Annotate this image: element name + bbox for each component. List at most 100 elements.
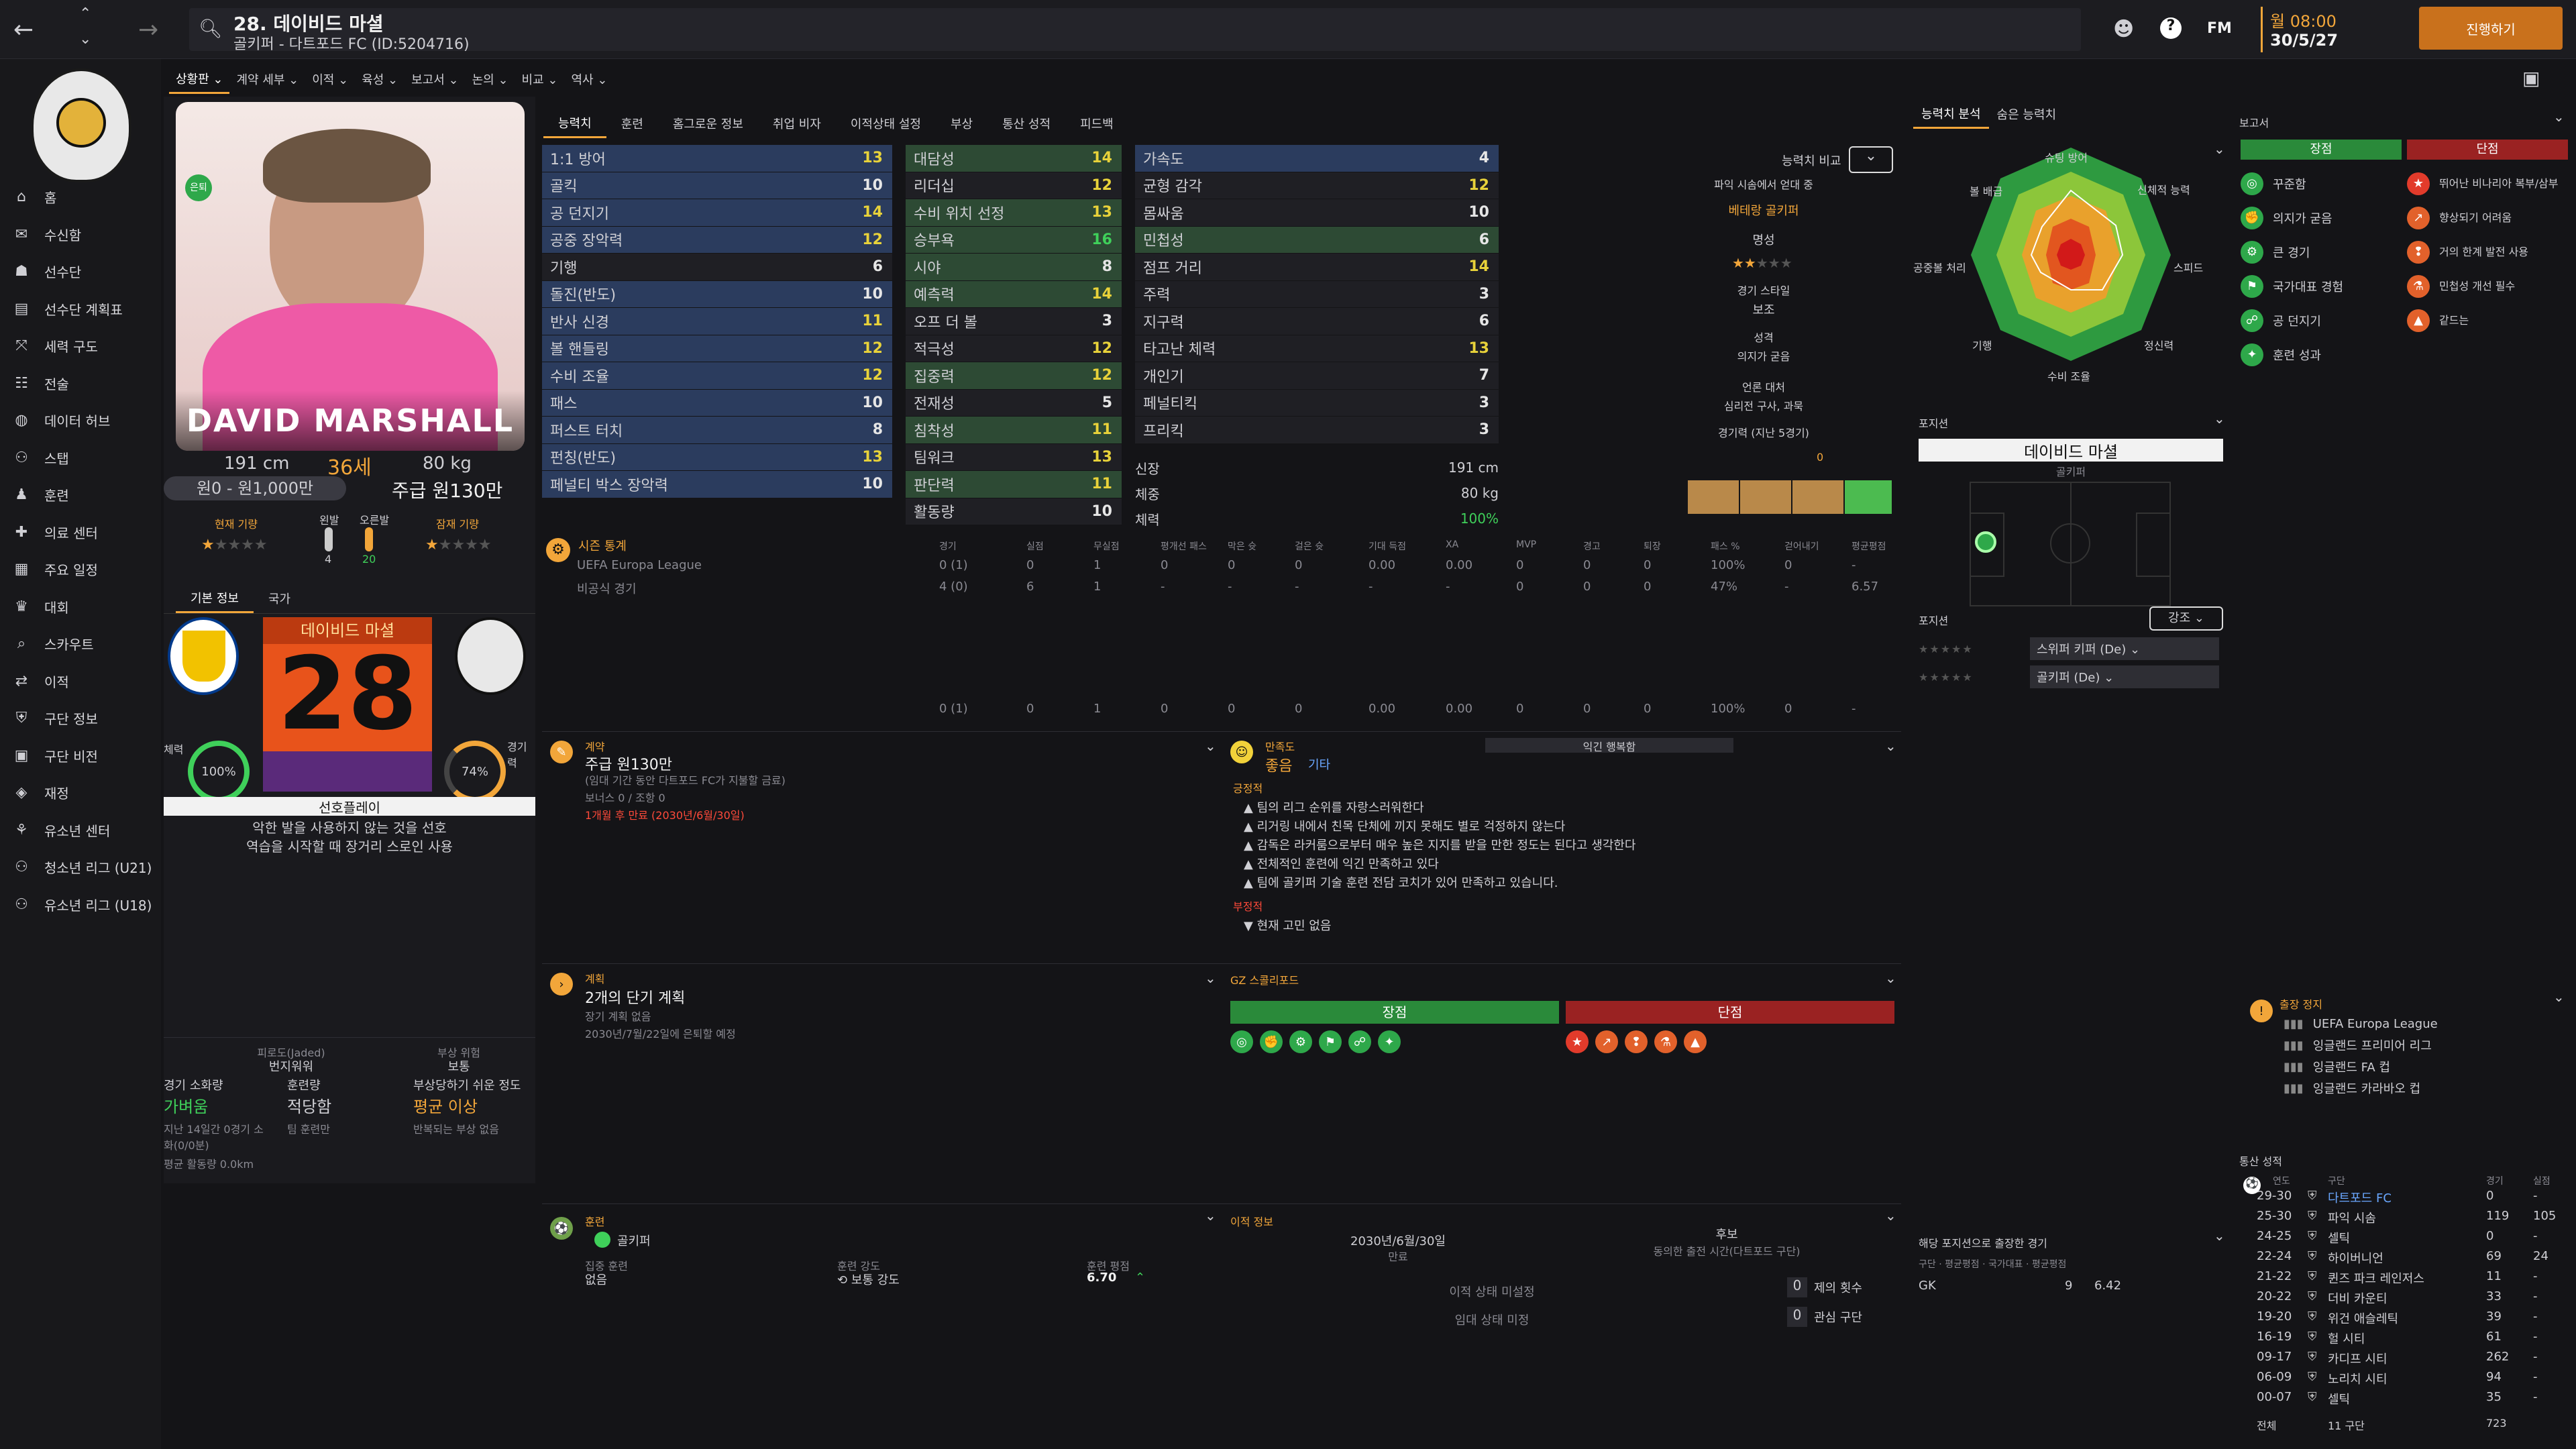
sidebar-item[interactable]: ⚇ 스탭 bbox=[0, 439, 161, 477]
career-row[interactable]: 06-09 ⛨ 노리치 시티 94 - bbox=[2237, 1370, 2569, 1390]
role-dropdown[interactable]: 골키퍼 (De) ⌄ bbox=[2030, 665, 2219, 688]
scout-strength-icon[interactable]: ✊ bbox=[1260, 1030, 1283, 1053]
strength-item[interactable]: ◎ 꾸준함 bbox=[2241, 166, 2402, 201]
sidebar-item[interactable]: ☗ 선수단 bbox=[0, 253, 161, 290]
attribute-row[interactable]: 수비 위치 선정 13 bbox=[906, 199, 1122, 227]
attribute-row[interactable]: 지구력 6 bbox=[1135, 308, 1499, 335]
happiness-chevron-icon[interactable]: ⌄ bbox=[1885, 738, 1896, 754]
season-stats-title[interactable]: 시즌 통계 bbox=[578, 539, 627, 553]
attribute-row[interactable]: 점프 거리 14 bbox=[1135, 254, 1499, 281]
suspension-chevron-icon[interactable]: ⌄ bbox=[2553, 989, 2565, 1005]
attribute-row[interactable]: 시야 8 bbox=[906, 254, 1122, 281]
attribute-row[interactable]: 대담성 14 bbox=[906, 145, 1122, 172]
strength-item[interactable]: ✦ 훈련 성과 bbox=[2241, 337, 2402, 372]
attribute-row[interactable]: 침착성 11 bbox=[906, 417, 1122, 444]
sidebar-item[interactable]: ⤧ 세력 구도 bbox=[0, 327, 161, 365]
attribute-row[interactable]: 퍼스트 터치 8 bbox=[542, 417, 892, 444]
offers-label[interactable]: 제의 횟수 bbox=[1814, 1281, 1862, 1295]
sidebar-item[interactable]: ✚ 의료 센터 bbox=[0, 514, 161, 551]
attribute-row[interactable]: 공중 장악력 12 bbox=[542, 226, 892, 254]
transfer-title[interactable]: 이적 정보 bbox=[1230, 1216, 1273, 1228]
scout-strength-icon[interactable]: ⚙ bbox=[1289, 1030, 1312, 1053]
career-row[interactable]: 21-22 ⛨ 퀸즈 파크 레인저스 11 - bbox=[2237, 1269, 2569, 1289]
scout-strength-icon[interactable]: ☍ bbox=[1348, 1030, 1371, 1053]
attribute-row[interactable]: 적극성 12 bbox=[906, 335, 1122, 362]
contract-title[interactable]: 계약 bbox=[585, 741, 605, 753]
attribute-row[interactable]: 골킥 10 bbox=[542, 172, 892, 199]
fm-logo[interactable]: FM bbox=[2207, 20, 2232, 37]
subnav-item[interactable]: 상황판 ⌄ bbox=[169, 64, 230, 94]
attribute-row[interactable]: 타고난 체력 13 bbox=[1135, 335, 1499, 362]
attribute-row[interactable]: 수비 조율 12 bbox=[542, 362, 892, 390]
plans-title[interactable]: 계획 bbox=[585, 973, 605, 985]
sidebar-item[interactable]: ♛ 대회 bbox=[0, 588, 161, 626]
scout-chevron-icon[interactable]: ⌄ bbox=[1885, 970, 1896, 986]
attribute-row[interactable]: 돌진(반도) 10 bbox=[542, 280, 892, 308]
subnav-item[interactable]: 논의 ⌄ bbox=[472, 73, 508, 87]
suspension-title[interactable]: 출장 정지 bbox=[2279, 998, 2322, 1011]
scout-title[interactable]: GZ 스콜리포드 bbox=[1230, 974, 1299, 987]
sidebar-item[interactable]: ✉ 수신함 bbox=[0, 216, 161, 254]
attribute-row[interactable]: 팀워크 13 bbox=[906, 443, 1122, 471]
scout-weakness-icon[interactable]: ★ bbox=[1566, 1030, 1589, 1053]
attribute-row[interactable]: 균형 감각 12 bbox=[1135, 172, 1499, 199]
subnav-item[interactable]: 비교 ⌄ bbox=[521, 73, 558, 87]
sidebar-item[interactable]: ▣ 구단 비전 bbox=[0, 737, 161, 775]
sidebar-item[interactable]: ▦ 주요 일정 bbox=[0, 551, 161, 588]
scout-strength-icon[interactable]: ✦ bbox=[1378, 1030, 1401, 1053]
career-row[interactable]: 20-22 ⛨ 더비 카운티 33 - bbox=[2237, 1289, 2569, 1309]
subnav-item[interactable]: 역사 ⌄ bbox=[571, 73, 608, 87]
position-marker[interactable] bbox=[1975, 531, 1996, 553]
tab-item[interactable]: 통산 성적 bbox=[1002, 117, 1051, 131]
attribute-row[interactable]: 프리킥 3 bbox=[1135, 417, 1499, 444]
weakness-item[interactable]: ↗ 향상되기 어려움 bbox=[2407, 201, 2568, 235]
sidebar-item[interactable]: ▤ 선수단 계획표 bbox=[0, 290, 161, 328]
nation-crest[interactable] bbox=[168, 617, 239, 695]
career-row[interactable]: 00-07 ⛨ 셀틱 35 - bbox=[2237, 1390, 2569, 1410]
sidebar-item[interactable]: ◍ 데이터 허브 bbox=[0, 402, 161, 439]
tab-item[interactable]: 홈그로운 정보 bbox=[672, 117, 743, 131]
weakness-item[interactable]: ❢ 거의 한계 발전 사용 bbox=[2407, 235, 2568, 269]
subnav-item[interactable]: 이적 ⌄ bbox=[312, 73, 349, 87]
weakness-item[interactable]: ⚗ 민첩성 개선 필수 bbox=[2407, 269, 2568, 303]
scout-weakness-icon[interactable]: ↗ bbox=[1595, 1030, 1618, 1053]
contract-chevron-icon[interactable]: ⌄ bbox=[1205, 738, 1216, 754]
attribute-row[interactable]: 가속도 4 bbox=[1135, 145, 1499, 172]
season-row[interactable]: 비공식 경기 4 (0) 6 1 - - - - - 0 0 0 47% - 6.57 bbox=[542, 580, 1890, 600]
tab-item[interactable]: 피드백 bbox=[1080, 117, 1114, 131]
scout-strength-icon[interactable]: ◎ bbox=[1230, 1030, 1253, 1053]
tab-item[interactable]: 능력치 bbox=[543, 109, 606, 138]
attribute-row[interactable]: 펀칭(반도) 13 bbox=[542, 443, 892, 471]
tab-item[interactable]: 훈련 bbox=[621, 117, 643, 131]
role-label[interactable]: 포지션 bbox=[1919, 614, 1949, 627]
subnav-item[interactable]: 보고서 ⌄ bbox=[411, 73, 459, 87]
sidebar-item[interactable]: ⌂ 홈 bbox=[0, 178, 161, 216]
attribute-row[interactable]: 승부욕 16 bbox=[906, 226, 1122, 254]
sidebar-item[interactable]: ⚇ 유소년 리그 (U18) bbox=[0, 886, 161, 924]
tab-attribute-analysis[interactable]: 능력치 분석 bbox=[1913, 99, 1989, 129]
scout-weakness-icon[interactable]: ⚗ bbox=[1654, 1030, 1677, 1053]
value-pill[interactable]: 원0 - 원1,000만 bbox=[164, 476, 346, 500]
chevron-down-icon[interactable]: ⌄ bbox=[79, 31, 92, 48]
attribute-row[interactable]: 주력 3 bbox=[1135, 280, 1499, 308]
role-dropdown[interactable]: 스위퍼 키퍼 (De) ⌄ bbox=[2030, 637, 2219, 660]
training-title[interactable]: 훈련 bbox=[585, 1216, 605, 1228]
attribute-row[interactable]: 판단력 11 bbox=[906, 471, 1122, 498]
attribute-row[interactable]: 페널티 박스 장악력 10 bbox=[542, 471, 892, 498]
club-crest[interactable] bbox=[31, 68, 131, 182]
subnav-item[interactable]: 육성 ⌄ bbox=[362, 73, 398, 87]
weakness-item[interactable]: ▲ 같드는 bbox=[2407, 303, 2568, 337]
career-row[interactable]: 29-30 ⛨ 다트포드 FC 0 - bbox=[2237, 1189, 2569, 1209]
career-row[interactable]: 19-20 ⛨ 위건 애슬레틱 39 - bbox=[2237, 1309, 2569, 1330]
layout-icon[interactable]: ▣ bbox=[2522, 67, 2540, 89]
transfer-chevron-icon[interactable]: ⌄ bbox=[1885, 1208, 1896, 1224]
tab-item[interactable]: 부상 bbox=[950, 117, 973, 131]
sidebar-item[interactable]: ☷ 전술 bbox=[0, 365, 161, 402]
tab-nation[interactable]: 국가 bbox=[268, 592, 291, 606]
career-row[interactable]: 09-17 ⛨ 카디프 시티 262 - bbox=[2237, 1350, 2569, 1370]
club-badge[interactable] bbox=[455, 617, 526, 695]
compare-dropdown[interactable]: ⌄ bbox=[1849, 146, 1893, 173]
tab-item[interactable]: 이적상태 설정 bbox=[850, 117, 921, 131]
training-chevron-icon[interactable]: ⌄ bbox=[1205, 1208, 1216, 1224]
attribute-row[interactable]: 공 던지기 14 bbox=[542, 199, 892, 227]
